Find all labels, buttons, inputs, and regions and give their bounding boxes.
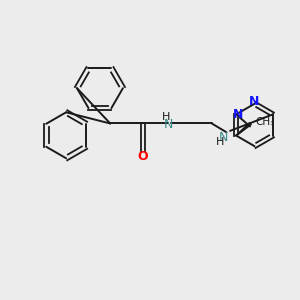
Text: CH₃: CH₃ <box>255 117 274 127</box>
Text: N: N <box>233 108 243 121</box>
Text: N: N <box>164 118 173 130</box>
Text: H: H <box>216 137 224 147</box>
Text: N: N <box>218 131 228 144</box>
Text: N: N <box>249 95 260 108</box>
Text: O: O <box>137 150 148 163</box>
Text: H: H <box>162 112 170 122</box>
